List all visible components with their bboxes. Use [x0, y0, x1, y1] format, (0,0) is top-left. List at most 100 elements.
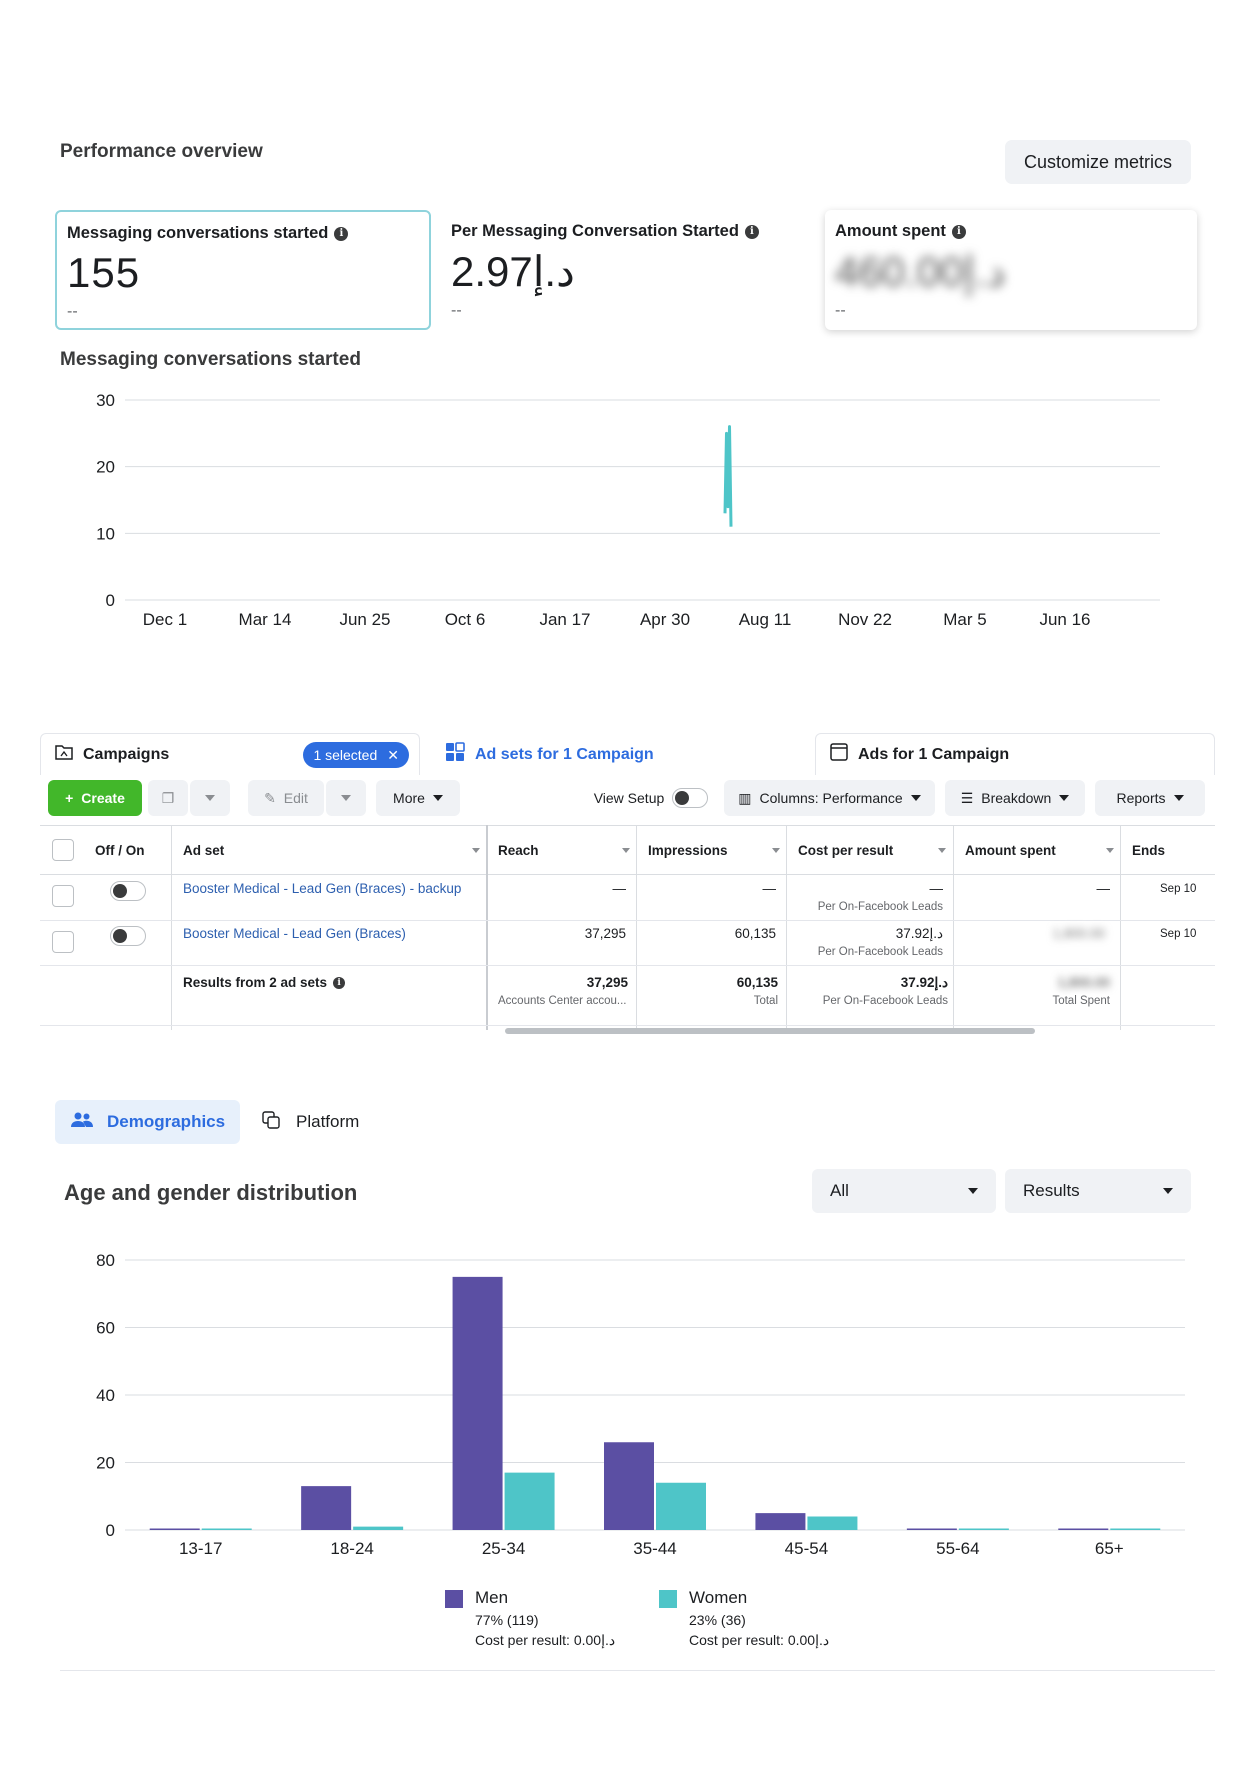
legend-label: Women: [689, 1588, 748, 1607]
edit-button[interactable]: ✎ Edit: [248, 780, 324, 816]
info-icon[interactable]: i: [333, 976, 346, 989]
sort-icon[interactable]: [938, 848, 946, 853]
age-gender-bar-chart: 0 20 40 60 80 13-17 18-24 25-34 35-44 45-54 55-64 6…: [96, 1251, 1185, 1558]
selected-chip[interactable]: 1 selected ✕: [303, 742, 409, 768]
metric-value: 2.97د.إ: [451, 248, 575, 295]
columns-button[interactable]: ▥ Columns: Performance: [724, 780, 935, 816]
bar: [201, 1528, 252, 1530]
selected-count: 1 selected: [313, 747, 378, 763]
info-icon[interactable]: i: [744, 224, 759, 239]
duplicate-dropdown[interactable]: [190, 780, 230, 816]
performance-overview-title: Performance overview: [60, 141, 263, 162]
summary-label: Results from 2 ad sets i: [183, 975, 346, 990]
sort-icon[interactable]: [622, 848, 630, 853]
series-line: [723, 425, 733, 527]
summary-spent-sub: Total Spent: [1052, 995, 1110, 1007]
y-tick-label: 20: [96, 1454, 115, 1473]
platform-icon: [262, 1110, 280, 1134]
chevron-down-icon: [341, 795, 351, 801]
legend-swatch: [445, 1590, 463, 1608]
bar: [301, 1486, 352, 1530]
chevron-down-icon: [1173, 795, 1184, 801]
bar: [353, 1526, 404, 1530]
reach-cell: 37,295: [584, 926, 626, 941]
tab-demographics[interactable]: Demographics: [55, 1100, 240, 1144]
metric-card-conversations[interactable]: Messaging conversations started i 155 --: [55, 210, 431, 330]
row-toggle[interactable]: [110, 881, 146, 901]
tab-label: Ad sets for 1 Campaign: [475, 745, 654, 763]
legend-cost: Cost per result: 0.00د.إ: [689, 1632, 830, 1648]
metric-label: Amount spent: [835, 222, 946, 240]
filter-results-dropdown[interactable]: Results: [1005, 1169, 1191, 1213]
create-label: Create: [81, 790, 125, 806]
impressions-cell: —: [762, 881, 777, 896]
tab-platform[interactable]: Platform: [262, 1100, 359, 1144]
col-ad-set[interactable]: Ad set: [183, 842, 225, 858]
x-tick-label: Mar 14: [239, 610, 292, 629]
reports-button[interactable]: Reports: [1095, 780, 1205, 816]
messaging-line-chart: 0 10 20 30 Dec 1 Mar 14 Jun 25 Oct 6 Jan 17 Apr 3…: [96, 391, 1160, 629]
legend-swatch: [659, 1590, 677, 1608]
bar: [504, 1472, 555, 1530]
impressions-cell: 60,135: [734, 926, 776, 941]
close-icon[interactable]: ✕: [387, 746, 399, 763]
bar: [906, 1528, 957, 1530]
x-tick-label: Mar 5: [943, 610, 986, 629]
row-checkbox[interactable]: [52, 931, 74, 953]
bar: [1058, 1528, 1109, 1530]
tab-label: Campaigns: [83, 745, 170, 763]
legend-label: Men: [475, 1588, 509, 1607]
col-amount-spent[interactable]: Amount spent: [965, 842, 1056, 858]
edit-dropdown[interactable]: [326, 780, 366, 816]
info-icon[interactable]: i: [334, 226, 349, 241]
tab-adsets[interactable]: Ad sets for 1 Campaign: [430, 733, 850, 775]
horizontal-scrollbar[interactable]: [505, 1028, 1035, 1034]
more-button[interactable]: More: [376, 780, 460, 816]
reach-cell: —: [612, 881, 627, 896]
x-tick-label: Aug 11: [739, 610, 792, 629]
chevron-down-icon: [205, 795, 215, 801]
y-tick-label: 40: [96, 1386, 115, 1405]
row-toggle[interactable]: [110, 926, 146, 946]
customize-metrics-button[interactable]: Customize metrics: [1005, 140, 1191, 184]
col-reach[interactable]: Reach: [498, 842, 539, 858]
view-setup-toggle[interactable]: [672, 788, 709, 808]
info-icon[interactable]: i: [951, 224, 966, 239]
summary-reach-sub: Accounts Center accou...: [498, 995, 627, 1007]
cost-sub: Per On-Facebook Leads: [817, 901, 943, 913]
metric-delta: --: [451, 302, 462, 319]
tab-ads[interactable]: Ads for 1 Campaign: [815, 733, 1215, 775]
metric-card-cost-per-conversation[interactable]: Per Messaging Conversation Started i 2.97…: [441, 210, 811, 330]
y-tick-label: 10: [96, 524, 115, 543]
col-impressions[interactable]: Impressions: [648, 842, 728, 858]
adset-name-link[interactable]: Booster Medical - Lead Gen (Braces): [183, 926, 406, 941]
dropdown-value: All: [830, 1181, 849, 1200]
bar: [604, 1442, 654, 1530]
adset-name-link[interactable]: Booster Medical - Lead Gen (Braces) - ba…: [183, 881, 462, 896]
sort-icon[interactable]: [472, 848, 480, 853]
filter-all-dropdown[interactable]: All: [812, 1169, 996, 1213]
plus-icon: +: [65, 790, 74, 806]
summary-cost: 37.92د.إ: [900, 975, 948, 990]
create-button[interactable]: + Create: [48, 780, 142, 816]
x-tick-label: Dec 1: [143, 610, 187, 629]
metric-card-amount-spent[interactable]: Amount spent i 460.00د.إ --: [825, 210, 1197, 330]
sort-icon[interactable]: [772, 848, 780, 853]
col-cost-per-result[interactable]: Cost per result: [798, 842, 894, 858]
x-tick-label: Nov 22: [838, 610, 892, 629]
breakdown-button[interactable]: ☰ Breakdown: [945, 780, 1085, 816]
metric-value: 460.00د.إ: [835, 248, 1006, 295]
x-tick-label: 25-34: [482, 1539, 525, 1558]
spent-cell: 1,800.00: [1052, 926, 1105, 941]
tab-label: Platform: [296, 1112, 360, 1131]
row-checkbox[interactable]: [52, 885, 74, 907]
select-all-checkbox[interactable]: [52, 839, 74, 861]
tab-campaigns[interactable]: Campaigns 1 selected ✕: [40, 733, 420, 775]
col-ends[interactable]: Ends: [1132, 842, 1166, 858]
summary-impressions: 60,135: [736, 975, 778, 990]
sort-icon[interactable]: [1106, 848, 1114, 853]
x-tick-label: Jan 17: [539, 610, 590, 629]
ends-cell: Sep 10: [1160, 928, 1197, 940]
col-off-on[interactable]: Off / On: [95, 842, 145, 858]
duplicate-button[interactable]: ❐: [148, 780, 188, 816]
